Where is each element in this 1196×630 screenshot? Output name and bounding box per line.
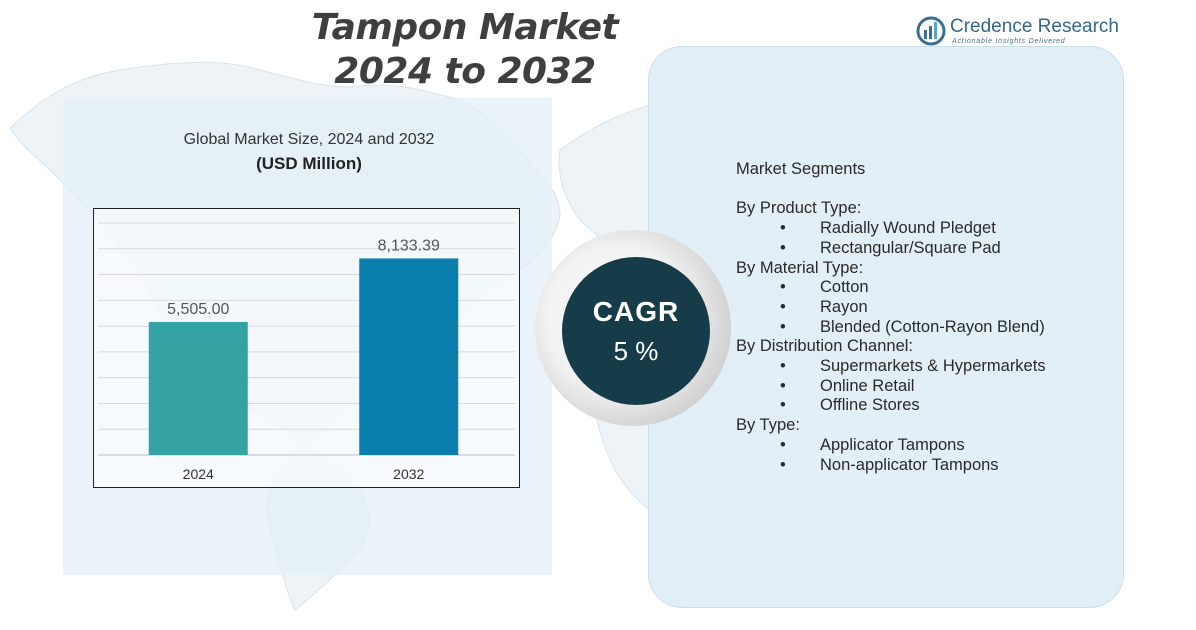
logo-icon <box>916 16 946 46</box>
segment-item: • Radially Wound Pledget <box>780 219 996 238</box>
bullet-icon: • <box>780 278 786 297</box>
bullet-icon: • <box>780 455 786 474</box>
segment-item: • Rayon <box>780 297 868 316</box>
chart-title: Global Market Size, 2024 and 2032 <box>183 131 435 148</box>
title-line-2: 2024 to 2032 <box>334 51 596 92</box>
segment-item: • Blended (Cotton-Rayon Blend) <box>780 317 1045 336</box>
chart-heading: Global Market Size, 2024 and 2032 (USD M… <box>100 128 518 176</box>
bullet-icon: • <box>780 238 786 257</box>
cagr-badge: CAGR 5 % <box>562 257 710 405</box>
data-label-2032: 8,133.39 <box>378 237 440 254</box>
x-tick-label-2024: 2024 <box>183 466 214 482</box>
segment-item: • Offline Stores <box>780 396 920 415</box>
segment-category: By Distribution Channel: <box>736 337 914 356</box>
segment-item: • Rectangular/Square Pad <box>780 238 1001 257</box>
bullet-icon: • <box>780 396 786 415</box>
data-label-2024: 5,505.00 <box>167 301 229 318</box>
cagr-value: 5 % <box>613 336 659 366</box>
bar-2032 <box>359 258 459 455</box>
bullet-icon: • <box>780 219 786 238</box>
segment-item: • Applicator Tampons <box>780 435 965 454</box>
bullet-icon: • <box>780 317 786 336</box>
bar-chart-frame: 5,505.00 2024 8,133.39 2032 <box>93 208 520 488</box>
bar-2024 <box>148 321 248 455</box>
page-title: Tampon Market 2024 to 2032 <box>300 6 630 94</box>
segment-category: By Material Type: <box>736 258 864 277</box>
x-tick-label-2032: 2032 <box>393 466 424 482</box>
bar-chart: 5,505.00 2024 8,133.39 2032 <box>98 222 515 482</box>
segment-item: • Online Retail <box>780 376 915 395</box>
chart-subtitle: (USD Million) <box>256 154 362 173</box>
company-logo: Credence Research Actionable Insights De… <box>916 16 1119 48</box>
bullet-icon: • <box>780 357 786 376</box>
segment-category: By Type: <box>736 416 800 435</box>
bullet-icon: • <box>780 297 786 316</box>
title-line-1: Tampon Market <box>311 7 619 48</box>
segment-item: • Supermarkets & Hypermarkets <box>780 357 1046 376</box>
segment-item: • Non-applicator Tampons <box>780 455 999 474</box>
market-segments-list: Market Segments By Product Type: • Radial… <box>736 160 1136 475</box>
cagr-label: CAGR <box>592 296 680 327</box>
bullet-icon: • <box>780 435 786 454</box>
segments-header: Market Segments <box>736 160 866 178</box>
logo-tagline: Actionable Insights Delivered <box>952 38 1066 45</box>
segment-item: • Cotton <box>780 278 869 297</box>
segment-category: By Product Type: <box>736 199 862 218</box>
logo-name: Credence Research <box>950 16 1119 37</box>
bullet-icon: • <box>780 376 786 395</box>
